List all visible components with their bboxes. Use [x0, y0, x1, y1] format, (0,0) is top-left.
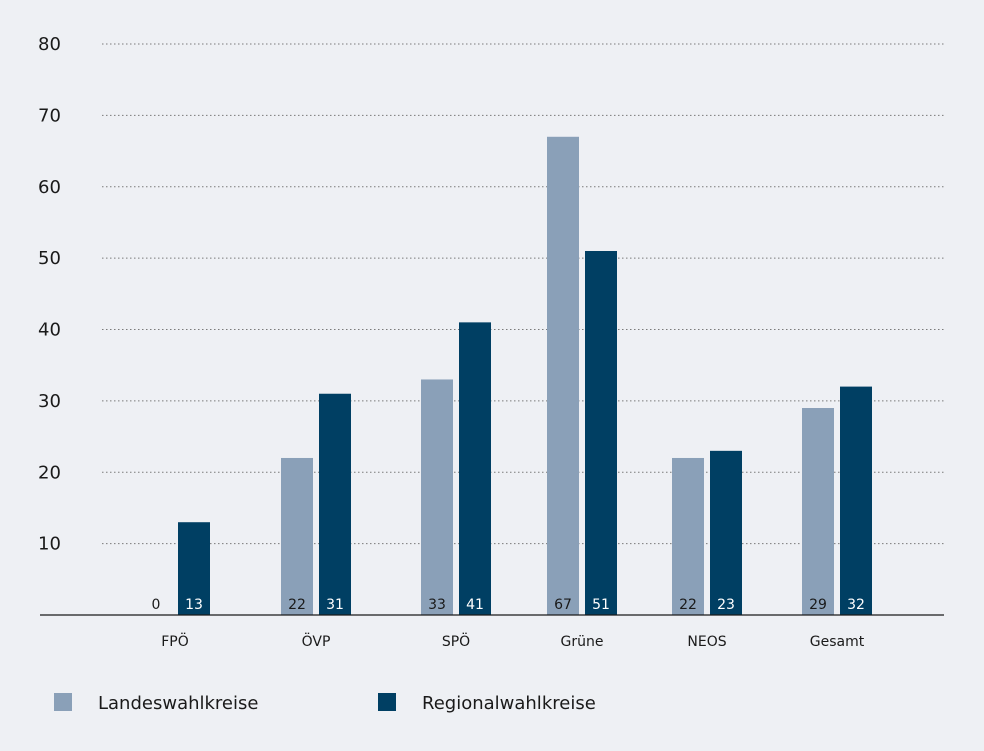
x-tick-label: NEOS [687, 634, 726, 650]
y-tick-label: 50 [38, 248, 61, 269]
y-tick-label: 30 [38, 391, 61, 412]
y-tick-label: 70 [38, 105, 61, 126]
data-label: 22 [679, 597, 697, 613]
data-label: 32 [847, 597, 865, 613]
data-label: 51 [592, 597, 610, 613]
x-tick-label: SPÖ [442, 632, 470, 650]
bar-landeswahlkreise [281, 457, 313, 615]
y-tick-label: 40 [38, 320, 61, 341]
bars: 0 13 22 31 33 41 67 51 22 23 29 32 [152, 136, 872, 616]
legend-label: Landeswahlkreise [98, 693, 258, 714]
legend-swatch [378, 693, 396, 711]
bar-landeswahlkreise [672, 457, 704, 615]
y-tick-label: 20 [38, 462, 61, 483]
bar-regionalwahlkreise [840, 386, 872, 615]
bar-regionalwahlkreise [585, 250, 617, 616]
x-tick-label: FPÖ [161, 632, 189, 650]
y-tick-label: 10 [38, 534, 61, 555]
y-axis-ticks: 10 20 30 40 50 60 70 80 [38, 34, 61, 555]
data-label: 31 [326, 597, 344, 613]
data-label: 67 [554, 597, 572, 613]
bar-regionalwahlkreise [459, 322, 491, 615]
data-label: 22 [288, 597, 306, 613]
category-labels: FPÖ ÖVP SPÖ Grüne NEOS Gesamt [161, 632, 864, 650]
bar-regionalwahlkreise [319, 393, 351, 615]
gridlines [102, 43, 944, 545]
data-label: 33 [428, 597, 446, 613]
y-tick-label: 60 [38, 177, 61, 198]
legend-label: Regionalwahlkreise [422, 693, 596, 714]
data-label: 0 [152, 597, 161, 613]
x-tick-label: ÖVP [302, 632, 331, 650]
bar-landeswahlkreise [421, 379, 453, 615]
x-tick-label: Grüne [561, 634, 604, 650]
legend-swatch [54, 693, 72, 711]
data-label: 13 [185, 597, 203, 613]
bar-regionalwahlkreise [710, 450, 742, 615]
x-tick-label: Gesamt [810, 634, 865, 650]
legend: Landeswahlkreise Regionalwahlkreise [54, 693, 596, 714]
data-label: 23 [717, 597, 735, 613]
data-label: 29 [809, 597, 827, 613]
bar-regionalwahlkreise [178, 522, 210, 615]
y-tick-label: 80 [38, 34, 61, 55]
data-label: 41 [466, 597, 484, 613]
bar-landeswahlkreise [547, 136, 579, 615]
bar-landeswahlkreise [802, 408, 834, 615]
